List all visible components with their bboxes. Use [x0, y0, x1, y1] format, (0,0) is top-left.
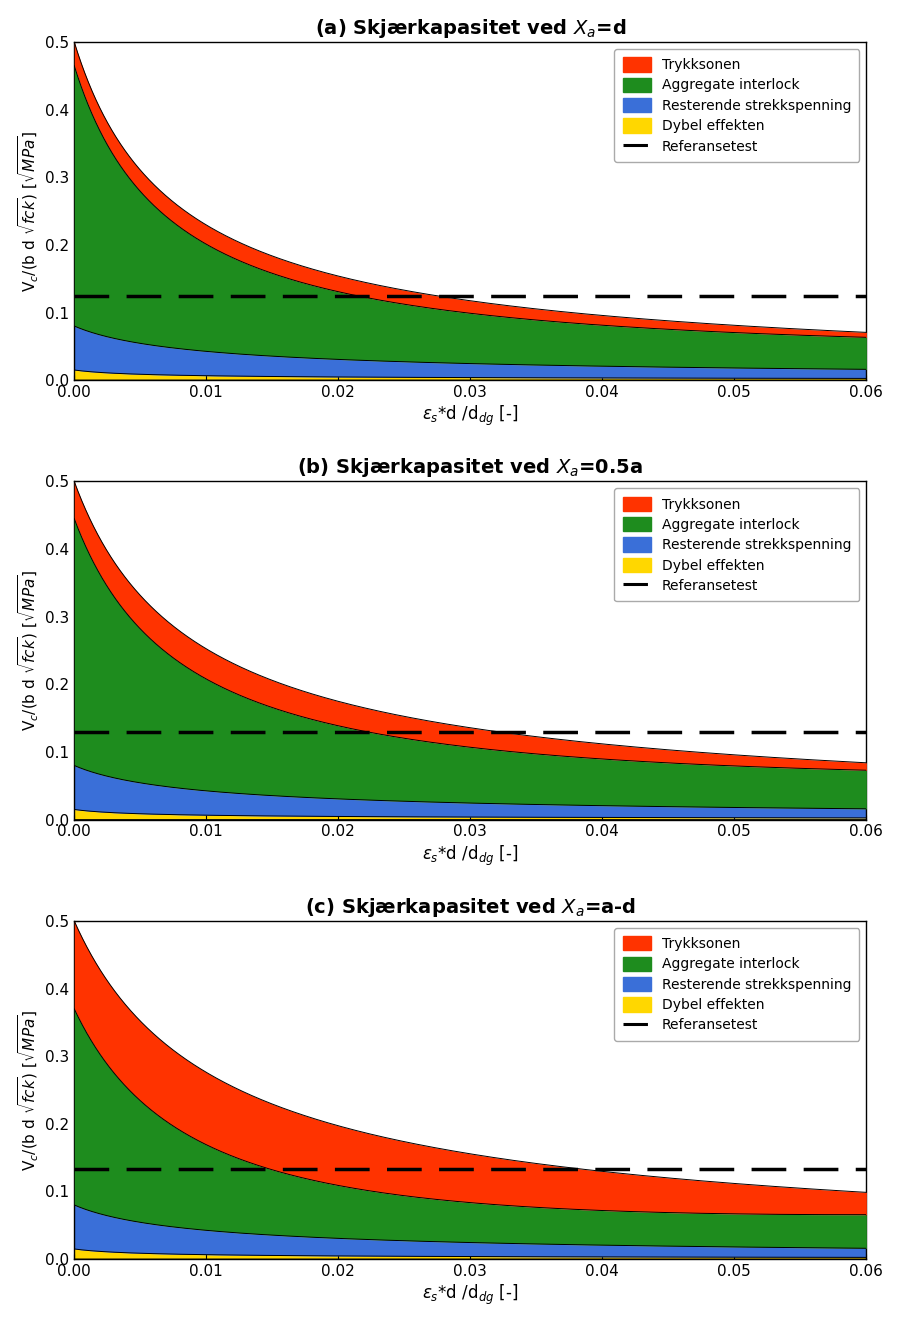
X-axis label: $\epsilon_s$*d /d$_{dg}$ [-]: $\epsilon_s$*d /d$_{dg}$ [-]: [422, 843, 518, 867]
Legend: Trykksonen, Aggregate interlock, Resterende strekkspenning, Dybel effekten, Refe: Trykksonen, Aggregate interlock, Restere…: [615, 49, 860, 162]
Title: (a) Skjærkapasitet ved $X_a$=d: (a) Skjærkapasitet ved $X_a$=d: [315, 17, 626, 40]
X-axis label: $\epsilon_s$*d /d$_{dg}$ [-]: $\epsilon_s$*d /d$_{dg}$ [-]: [422, 404, 518, 429]
Y-axis label: V$_c$/(b d $\sqrt{fck}$) [$\sqrt{MPa}$]: V$_c$/(b d $\sqrt{fck}$) [$\sqrt{MPa}$]: [17, 131, 41, 291]
Y-axis label: V$_c$/(b d $\sqrt{fck}$) [$\sqrt{MPa}$]: V$_c$/(b d $\sqrt{fck}$) [$\sqrt{MPa}$]: [17, 569, 41, 731]
Title: (c) Skjærkapasitet ved $X_a$=a-d: (c) Skjærkapasitet ved $X_a$=a-d: [305, 895, 635, 919]
Y-axis label: V$_c$/(b d $\sqrt{fck}$) [$\sqrt{MPa}$]: V$_c$/(b d $\sqrt{fck}$) [$\sqrt{MPa}$]: [17, 1009, 41, 1170]
Title: (b) Skjærkapasitet ved $X_a$=0.5a: (b) Skjærkapasitet ved $X_a$=0.5a: [297, 457, 644, 479]
Legend: Trykksonen, Aggregate interlock, Resterende strekkspenning, Dybel effekten, Refe: Trykksonen, Aggregate interlock, Restere…: [615, 489, 860, 601]
X-axis label: $\epsilon_s$*d /d$_{dg}$ [-]: $\epsilon_s$*d /d$_{dg}$ [-]: [422, 1283, 518, 1307]
Legend: Trykksonen, Aggregate interlock, Resterende strekkspenning, Dybel effekten, Refe: Trykksonen, Aggregate interlock, Restere…: [615, 928, 860, 1041]
